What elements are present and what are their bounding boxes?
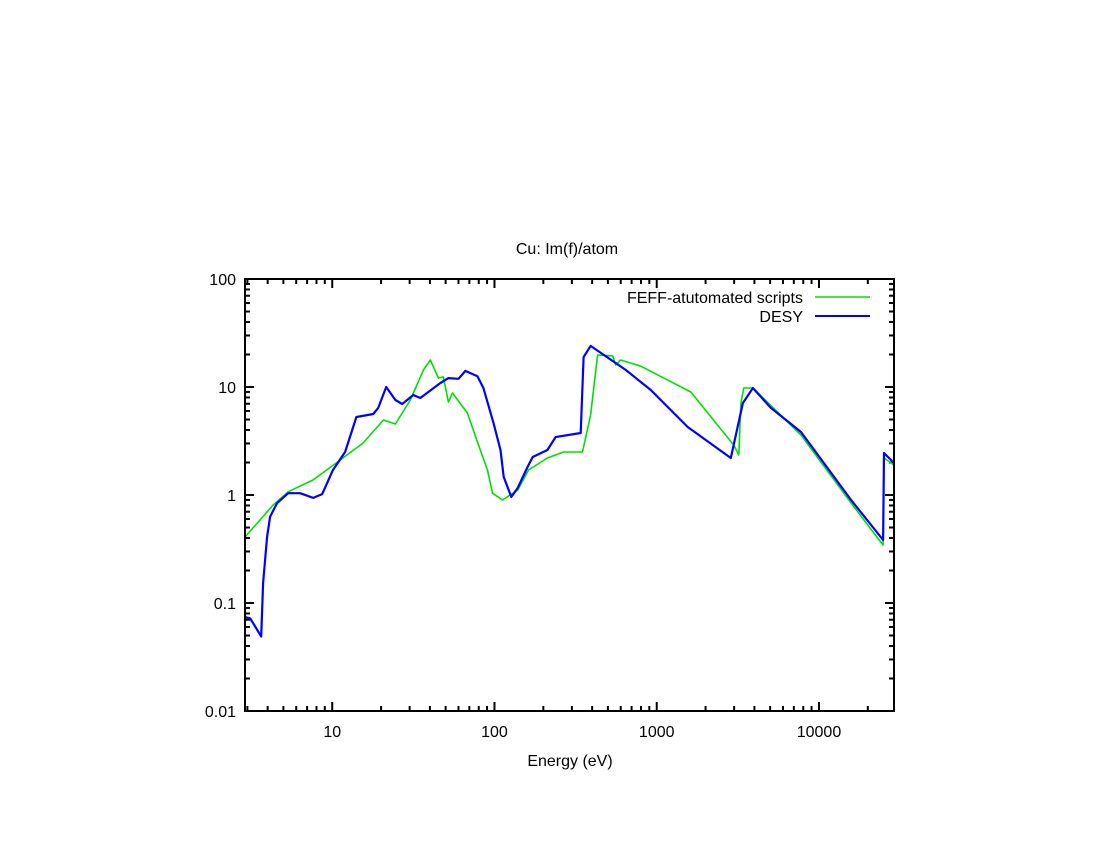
x-tick-label: 10: [323, 724, 341, 741]
y-tick-label: 1: [227, 488, 236, 505]
axis-ticks: [245, 278, 894, 712]
series-line-desy: [244, 344, 895, 638]
tick-labels: 10 100 1000 10000 0.01 0.1 1 10 100: [205, 272, 841, 741]
y-tick-label: 0.1: [214, 596, 236, 613]
legend-label: FEFF-atutomated scripts: [627, 290, 803, 307]
x-tick-label: 100: [481, 724, 508, 741]
y-tick-label: 0.01: [205, 704, 236, 721]
y-tick-label: 100: [209, 272, 236, 289]
legend-label: DESY: [759, 309, 803, 326]
legend: FEFF-atutomated scripts DESY: [627, 290, 870, 326]
series-lines: [244, 344, 895, 638]
x-axis-label: Energy (eV): [527, 753, 612, 770]
series-line-feff: [244, 354, 895, 546]
y-tick-label: 10: [218, 380, 236, 397]
plot-frame: [244, 278, 895, 712]
x-tick-label: 10000: [797, 724, 842, 741]
x-tick-label: 1000: [639, 724, 675, 741]
chart-title: Cu: Im(f)/atom: [516, 241, 618, 258]
